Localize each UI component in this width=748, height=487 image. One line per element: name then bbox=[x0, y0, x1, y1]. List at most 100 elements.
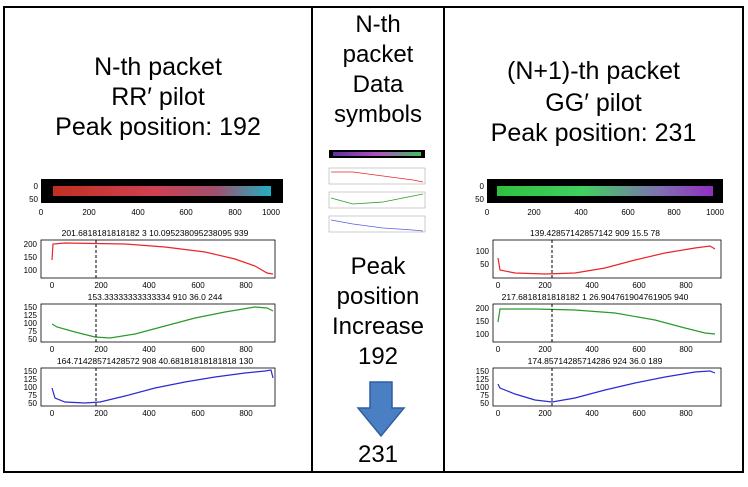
xtick: 400 bbox=[142, 281, 156, 290]
ytick: 75 bbox=[480, 391, 489, 400]
red-series-line bbox=[497, 245, 716, 275]
peak-line3: Increase bbox=[331, 313, 425, 340]
xtick: 400 bbox=[142, 345, 156, 354]
mini-green-line bbox=[330, 193, 424, 205]
xtick: 0 bbox=[496, 281, 501, 290]
right-figure: 0 50 0 200 400 600 800 1000 139.42857142… bbox=[475, 179, 724, 418]
right-title-line3: Peak position: 231 bbox=[490, 119, 697, 147]
middle-title-line3: Data bbox=[352, 71, 404, 98]
plot-title: 174.85714285714286 924 36.0 189 bbox=[528, 356, 663, 366]
ytick: 150 bbox=[24, 303, 38, 312]
xtick: 200 bbox=[94, 345, 108, 354]
ytick: 75 bbox=[28, 391, 37, 400]
strip-ytick: 0 bbox=[480, 182, 485, 191]
strip-xtick: 1000 bbox=[706, 208, 724, 217]
xtick: 600 bbox=[191, 345, 205, 354]
ytick: 100 bbox=[476, 383, 490, 392]
middle-title-line1: N-th bbox=[355, 11, 401, 38]
xtick: 800 bbox=[239, 345, 253, 354]
strip-xtick: 0 bbox=[485, 208, 490, 217]
ytick: 150 bbox=[476, 367, 490, 376]
left-title-line1: N-th packet bbox=[94, 53, 222, 81]
xtick: 200 bbox=[538, 345, 552, 354]
green-series-line bbox=[51, 306, 274, 339]
xtick: 0 bbox=[496, 409, 501, 418]
ytick: 100 bbox=[24, 319, 38, 328]
ytick: 100 bbox=[476, 247, 490, 256]
right-title-line1: (N+1)-th packet bbox=[507, 57, 680, 85]
xtick: 800 bbox=[679, 409, 693, 418]
right-title-line2: GG′ pilot bbox=[545, 89, 642, 117]
plot-title: 201.6818181818182 3 10.095238095238095 9… bbox=[62, 228, 249, 238]
ytick: 50 bbox=[480, 260, 489, 269]
left-figure: 0 50 0 200 400 600 800 1000 201.68181818… bbox=[24, 179, 283, 418]
xtick: 800 bbox=[679, 345, 693, 354]
left-title-line2: RR′ pilot bbox=[111, 83, 205, 111]
ytick: 50 bbox=[28, 335, 37, 344]
xtick: 600 bbox=[632, 409, 646, 418]
plot-frame bbox=[492, 239, 722, 279]
ytick: 75 bbox=[28, 327, 37, 336]
strip-xtick: 1000 bbox=[262, 208, 280, 217]
xtick: 600 bbox=[191, 409, 205, 418]
xtick: 0 bbox=[50, 345, 55, 354]
left-title-line3: Peak position: 192 bbox=[55, 113, 261, 141]
plot-frame bbox=[40, 239, 276, 279]
xtick: 800 bbox=[679, 281, 693, 290]
xtick: 600 bbox=[632, 281, 646, 290]
strip-xtick: 400 bbox=[131, 208, 145, 217]
red-color-strip bbox=[53, 186, 271, 196]
strip-ytick: 50 bbox=[29, 195, 38, 204]
red-series-line bbox=[51, 242, 274, 275]
right-panel: (N+1)-th packet GG′ pilot Peak position:… bbox=[443, 6, 744, 473]
strip-xtick: 400 bbox=[574, 208, 588, 217]
middle-panel: N-th packet Data symbols Peak position I… bbox=[311, 6, 445, 473]
mini-plot-frame bbox=[328, 167, 426, 185]
strip-xtick: 600 bbox=[621, 208, 635, 217]
data-symbols-thumbnail bbox=[328, 150, 426, 233]
xtick: 400 bbox=[585, 281, 599, 290]
ytick: 125 bbox=[24, 375, 38, 384]
xtick: 0 bbox=[50, 409, 55, 418]
xtick: 800 bbox=[239, 409, 253, 418]
strip-xtick: 200 bbox=[527, 208, 541, 217]
middle-title-line2: packet bbox=[342, 41, 414, 68]
strip-xtick: 600 bbox=[179, 208, 193, 217]
xtick: 600 bbox=[191, 281, 205, 290]
peak-line1: Peak bbox=[350, 253, 406, 280]
plot-title: 139.42857142857142 909 15.5 78 bbox=[530, 228, 660, 238]
mini-blue-line bbox=[330, 219, 424, 232]
plot-frame bbox=[492, 303, 722, 343]
ytick: 50 bbox=[480, 399, 489, 408]
mini-color-strip bbox=[333, 152, 421, 156]
xtick: 200 bbox=[94, 409, 108, 418]
ytick: 100 bbox=[24, 266, 38, 275]
plot-title: 164.71428571428572 908 40.68181818181818… bbox=[57, 356, 253, 366]
strip-ytick: 50 bbox=[475, 195, 484, 204]
ytick: 125 bbox=[476, 375, 490, 384]
ytick: 150 bbox=[24, 253, 38, 262]
plot-title: 153.33333333333334 910 36.0 244 bbox=[88, 292, 223, 302]
ytick: 100 bbox=[476, 330, 490, 339]
ytick: 200 bbox=[24, 240, 38, 249]
blue-series-line bbox=[51, 369, 274, 404]
xtick: 200 bbox=[538, 281, 552, 290]
xtick: 400 bbox=[585, 409, 599, 418]
mini-red-line bbox=[331, 171, 424, 183]
ytick: 125 bbox=[24, 311, 38, 320]
green-color-strip bbox=[497, 186, 713, 196]
xtick: 200 bbox=[94, 281, 108, 290]
blue-series-line bbox=[497, 370, 716, 403]
mini-plot-frame bbox=[328, 215, 426, 233]
ytick: 150 bbox=[24, 367, 38, 376]
green-series-line bbox=[497, 308, 716, 335]
peak-from-value: 192 bbox=[357, 343, 399, 370]
xtick: 800 bbox=[239, 281, 253, 290]
ytick: 150 bbox=[476, 317, 490, 326]
xtick: 0 bbox=[496, 345, 501, 354]
strip-ytick: 0 bbox=[34, 182, 39, 191]
xtick: 600 bbox=[632, 345, 646, 354]
xtick: 0 bbox=[50, 281, 55, 290]
xtick: 400 bbox=[585, 345, 599, 354]
xtick: 200 bbox=[538, 409, 552, 418]
